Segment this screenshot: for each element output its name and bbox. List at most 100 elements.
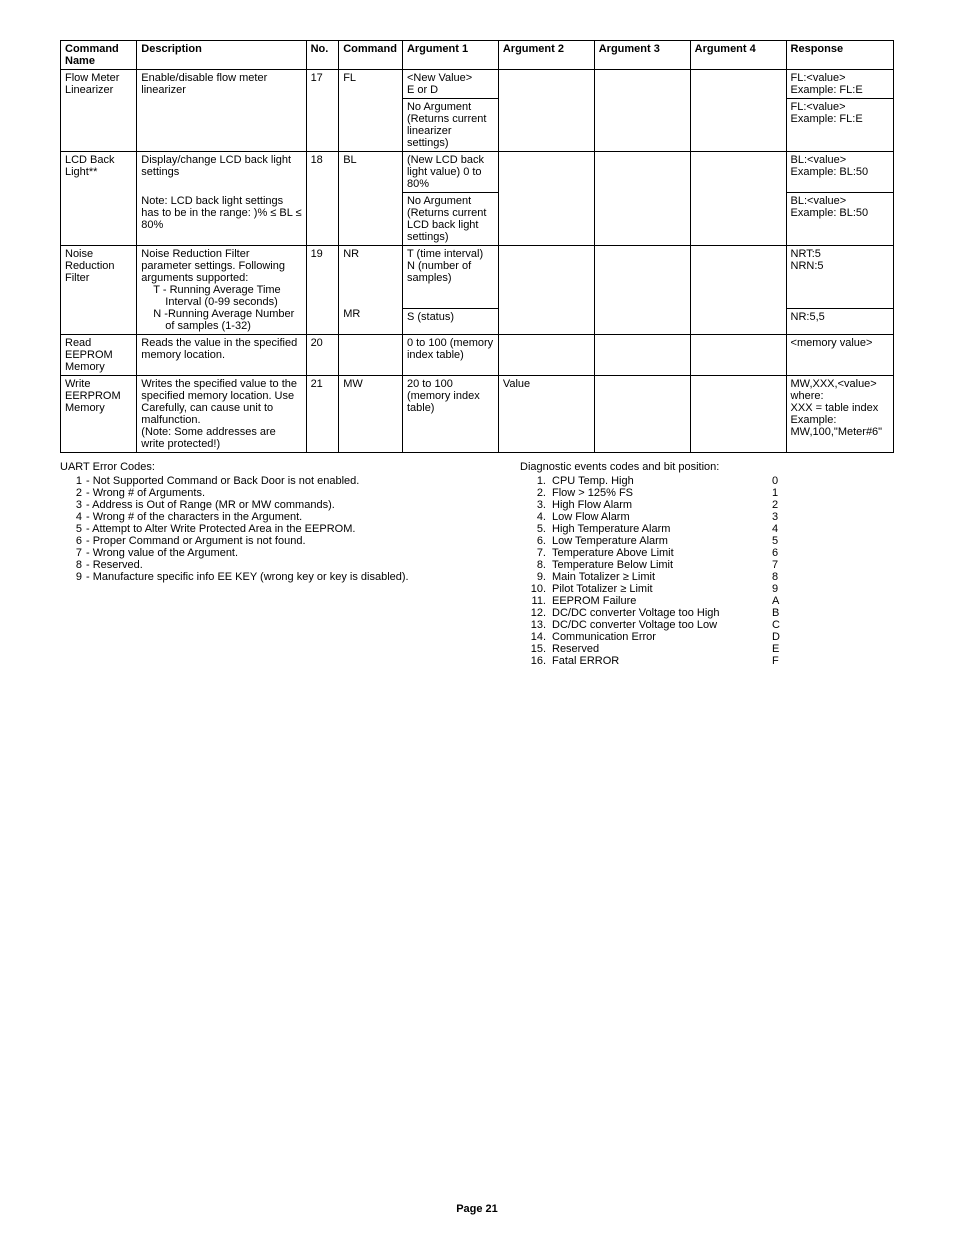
item-num: 11.: [520, 595, 552, 607]
cell-arg1: T (time interval) N (number of samples): [402, 246, 498, 309]
th-resp: Response: [786, 41, 893, 70]
cell-arg1: <New Value> E or D: [402, 70, 498, 99]
footnote-lists: UART Error Codes: 1- Not Supported Comma…: [60, 459, 894, 667]
list-item: 6.Low Temperature Alarm5: [520, 535, 792, 547]
cell-desc: Writes the specified value to the specif…: [137, 376, 306, 453]
cell-resp: <memory value>: [786, 335, 893, 376]
item-code: E: [772, 643, 792, 655]
item-text: EEPROM Failure: [552, 595, 772, 607]
item-text: - Address is Out of Range (MR or MW comm…: [86, 499, 335, 511]
item-text: DC/DC converter Voltage too High: [552, 607, 772, 619]
cell-no: 19: [306, 246, 339, 335]
table-row: Read EEPROM Memory Reads the value in th…: [61, 335, 894, 376]
list-item: 9.Main Totalizer ≥ Limit8: [520, 571, 792, 583]
list-item: 4- Wrong # of the characters in the Argu…: [60, 511, 480, 523]
item-text: Flow > 125% FS: [552, 487, 772, 499]
item-num: 9: [60, 571, 86, 583]
table-row: Flow Meter Linearizer Enable/disable flo…: [61, 70, 894, 99]
item-code: 2: [772, 499, 792, 511]
item-num: 5: [60, 523, 86, 535]
desc-sub: T - Running Average Time: [141, 284, 301, 296]
item-text: - Wrong # of the characters in the Argum…: [86, 511, 302, 523]
item-num: 2.: [520, 487, 552, 499]
cell-resp: FL:<value> Example: FL:E: [786, 99, 893, 152]
cell-arg1: S (status): [402, 308, 498, 334]
item-code: 5: [772, 535, 792, 547]
item-text: - Manufacture specific info EE KEY (wron…: [86, 571, 409, 583]
item-num: 9.: [520, 571, 552, 583]
item-code: 1: [772, 487, 792, 499]
cell-name: Flow Meter Linearizer: [61, 70, 137, 152]
list-item: 2- Wrong # of Arguments.: [60, 487, 480, 499]
item-text: Fatal ERROR: [552, 655, 772, 667]
item-text: Communication Error: [552, 631, 772, 643]
item-text: - Not Supported Command or Back Door is …: [86, 475, 359, 487]
item-text: Low Temperature Alarm: [552, 535, 772, 547]
list-item: 14.Communication ErrorD: [520, 631, 792, 643]
cell-resp: NR:5,5: [786, 308, 893, 334]
list-item: 6- Proper Command or Argument is not fou…: [60, 535, 480, 547]
item-num: 8: [60, 559, 86, 571]
item-code: C: [772, 619, 792, 631]
th-arg1: Argument 1: [402, 41, 498, 70]
list-item: 9- Manufacture specific info EE KEY (wro…: [60, 571, 480, 583]
item-num: 4: [60, 511, 86, 523]
cell-cmd: MW: [339, 376, 403, 453]
cell-resp: FL:<value> Example: FL:E: [786, 70, 893, 99]
cell-resp: NRT:5 NRN:5: [786, 246, 893, 309]
cell-name: Write EERPROM Memory: [61, 376, 137, 453]
diag-title: Diagnostic events codes and bit position…: [520, 461, 792, 473]
cell-name: Noise Reduction Filter: [61, 246, 137, 335]
item-text: Temperature Below Limit: [552, 559, 772, 571]
item-code: A: [772, 595, 792, 607]
cell-name: LCD Back Light**: [61, 152, 137, 246]
cell-desc: Enable/disable flow meter linearizer: [137, 70, 306, 152]
item-text: - Proper Command or Argument is not foun…: [86, 535, 306, 547]
item-text: - Wrong value of the Argument.: [86, 547, 238, 559]
item-num: 16.: [520, 655, 552, 667]
item-code: 4: [772, 523, 792, 535]
item-code: 7: [772, 559, 792, 571]
list-item: 5- Attempt to Alter Write Protected Area…: [60, 523, 480, 535]
item-num: 4.: [520, 511, 552, 523]
cell-arg1: 0 to 100 (memory index table): [402, 335, 498, 376]
desc-main: Noise Reduction Filter parameter setting…: [141, 248, 285, 284]
uart-error-codes: UART Error Codes: 1- Not Supported Comma…: [60, 459, 480, 583]
cell-arg1: No Argument (Returns current linearizer …: [402, 99, 498, 152]
item-num: 14.: [520, 631, 552, 643]
list-item: 7.Temperature Above Limit6: [520, 547, 792, 559]
item-num: 10.: [520, 583, 552, 595]
cell-arg1: 20 to 100 (memory index table): [402, 376, 498, 453]
table-row: LCD Back Light** Display/change LCD back…: [61, 152, 894, 193]
item-code: D: [772, 631, 792, 643]
list-item: 15.ReservedE: [520, 643, 792, 655]
list-item: 5.High Temperature Alarm4: [520, 523, 792, 535]
item-num: 3: [60, 499, 86, 511]
list-item: 16.Fatal ERRORF: [520, 655, 792, 667]
command-table: Command Name Description No. Command Arg…: [60, 40, 894, 453]
list-item: 10.Pilot Totalizer ≥ Limit9: [520, 583, 792, 595]
cell-arg1: No Argument (Returns current LCD back li…: [402, 193, 498, 246]
th-cmd: Command: [339, 41, 403, 70]
item-text: - Reserved.: [86, 559, 143, 571]
list-item: 1- Not Supported Command or Back Door is…: [60, 475, 480, 487]
uart-title: UART Error Codes:: [60, 461, 480, 473]
item-num: 12.: [520, 607, 552, 619]
th-no: No.: [306, 41, 339, 70]
cell-desc: Noise Reduction Filter parameter setting…: [137, 246, 306, 335]
table-row: Noise Reduction Filter Noise Reduction F…: [61, 246, 894, 309]
item-num: 6: [60, 535, 86, 547]
cell-arg2: Value: [498, 376, 594, 453]
cell-resp: BL:<value> Example: BL:50: [786, 193, 893, 246]
item-code: 6: [772, 547, 792, 559]
item-text: High Temperature Alarm: [552, 523, 772, 535]
cell-desc2: Note: LCD back light settings has to be …: [137, 193, 306, 246]
cell-cmd: BL: [339, 152, 403, 246]
item-num: 3.: [520, 499, 552, 511]
item-num: 5.: [520, 523, 552, 535]
item-num: 6.: [520, 535, 552, 547]
cmd-text: NR: [343, 248, 359, 260]
item-code: 0: [772, 475, 792, 487]
diagnostic-codes: Diagnostic events codes and bit position…: [520, 459, 792, 667]
th-arg2: Argument 2: [498, 41, 594, 70]
